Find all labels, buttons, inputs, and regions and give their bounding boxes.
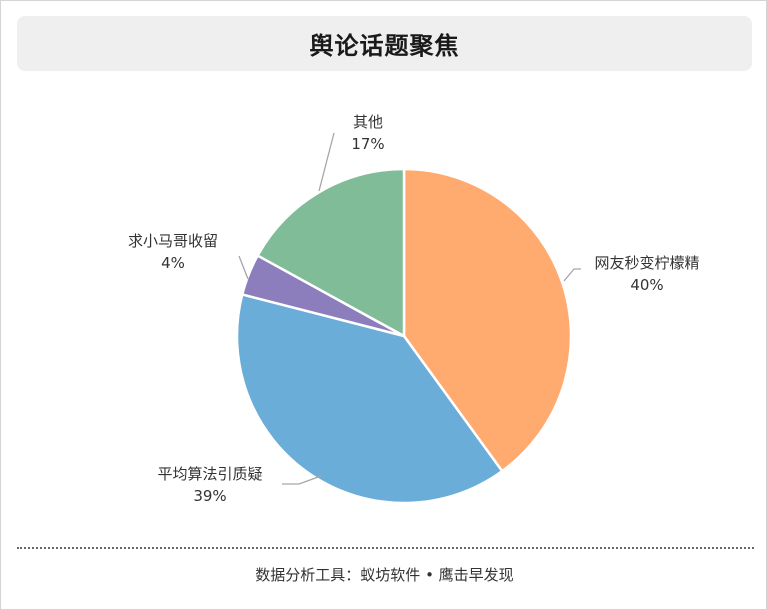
slice-label: 网友秒变柠檬精 (594, 254, 699, 272)
pie-slice (235, 293, 504, 505)
footer-divider (17, 547, 754, 549)
pie-chart: 网友秒变柠檬精 40% 平均算法引质疑 39% 求小马哥收留 4% 其他 17% (128, 113, 700, 505)
slice-value-label: 17% (351, 135, 384, 153)
slice-value-label: 40% (630, 276, 663, 294)
leader-line (238, 255, 249, 280)
leader-line (318, 132, 335, 192)
footer-source: 数据分析工具：蚁坊软件 • 鹰击早发现 (255, 566, 514, 584)
slice-value-label: 39% (193, 487, 226, 505)
chart-title: 舆论话题聚焦 (309, 32, 460, 60)
slice-label: 平均算法引质疑 (157, 465, 262, 483)
pie-slice (256, 167, 406, 338)
slice-label: 其他 (353, 113, 383, 131)
leader-line (563, 268, 581, 282)
slice-value-label: 4% (161, 254, 185, 272)
slice-label: 求小马哥收留 (128, 232, 218, 250)
title-bar: 舆论话题聚焦 (17, 16, 752, 71)
pie-slice (402, 167, 573, 473)
leader-line (282, 475, 322, 485)
